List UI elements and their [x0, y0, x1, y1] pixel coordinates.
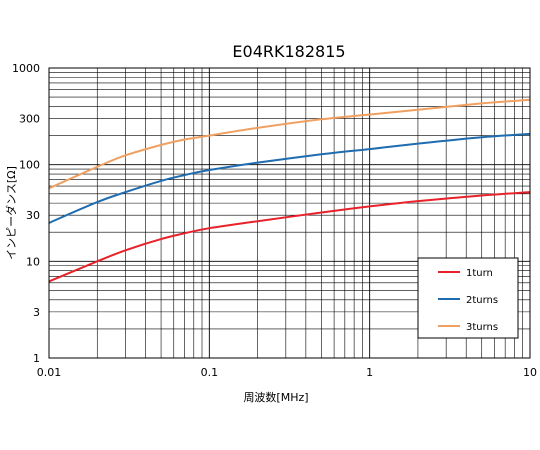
x-tick-label: 10 [523, 366, 537, 379]
legend-box [417, 257, 519, 339]
chart-title: E04RK182815 [232, 42, 345, 61]
y-axis-label: インピーダンス[Ω] [4, 166, 18, 260]
plot-frame [48, 67, 531, 359]
legend-label: 1turn [466, 268, 493, 279]
tick-labels: 0.01 0.1 1 10 1 3 10 30 100 300 1000 [12, 62, 537, 379]
x-axis-label: 周波数[MHz] [243, 391, 308, 404]
y-tick-label: 1000 [12, 62, 40, 75]
y-tick-label: 30 [26, 209, 40, 222]
series-line-1turn [48, 191, 531, 283]
x-tick-label: 0.1 [201, 366, 219, 379]
y-tick-label: 1 [33, 352, 40, 365]
legend-label: 3turns [466, 322, 498, 333]
y-tick-label: 300 [19, 113, 40, 126]
x-tick-label: 0.01 [37, 366, 62, 379]
y-tick-label: 100 [19, 159, 40, 172]
x-tick-label: 1 [366, 366, 373, 379]
series-line-2turns [48, 132, 531, 224]
legend: 1turn 2turns 3turns [417, 257, 519, 339]
y-tick-label: 3 [33, 306, 40, 319]
series-line-3turns [48, 98, 531, 190]
legend-label: 2turns [466, 295, 498, 306]
series-lines [48, 98, 531, 283]
y-tick-label: 10 [26, 255, 40, 268]
